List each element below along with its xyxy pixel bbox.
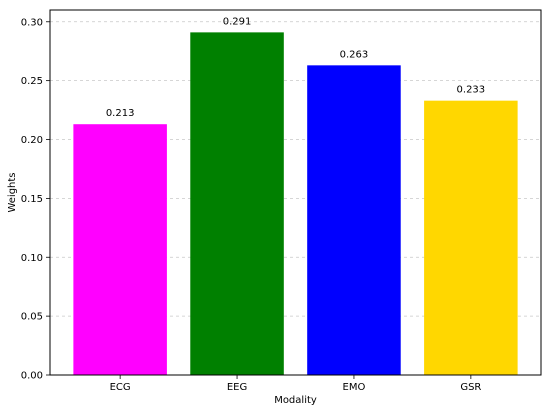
- y-axis-label: Weights: [7, 172, 18, 212]
- data-label-gsr: 0.233: [457, 85, 486, 96]
- y-tick-label: 0.25: [21, 76, 43, 87]
- x-tick-label: EEG: [227, 382, 247, 393]
- bar-ecg: [73, 124, 167, 375]
- plot-frame: [49, 9, 542, 376]
- x-tick-label: EMO: [343, 382, 366, 393]
- y-tick-label: 0.30: [21, 17, 43, 28]
- y-axis-ticks: 0.00 0.05 0.10 0.15 0.20 0.25 0.30: [21, 17, 50, 382]
- bar-eeg: [190, 32, 284, 375]
- y-tick-label: 0.20: [21, 135, 43, 146]
- data-labels: 0.213 0.291 0.263 0.233: [106, 16, 485, 119]
- y-tick-label: 0.05: [21, 312, 43, 323]
- x-tick-label: ECG: [110, 382, 131, 393]
- y-tick-label: 0.15: [21, 194, 43, 205]
- x-axis-label: Modality: [274, 395, 317, 406]
- data-label-emo: 0.263: [340, 49, 369, 60]
- y-tick-label: 0.10: [21, 253, 43, 264]
- bar-gsr: [424, 100, 518, 376]
- x-axis-ticks: ECG EEG EMO GSR: [110, 375, 481, 393]
- y-tick-label: 0.00: [21, 371, 43, 382]
- data-label-eeg: 0.291: [223, 16, 252, 27]
- x-tick-label: GSR: [460, 382, 481, 393]
- bar-emo: [307, 65, 401, 375]
- data-label-ecg: 0.213: [106, 108, 135, 119]
- bars: [73, 32, 518, 376]
